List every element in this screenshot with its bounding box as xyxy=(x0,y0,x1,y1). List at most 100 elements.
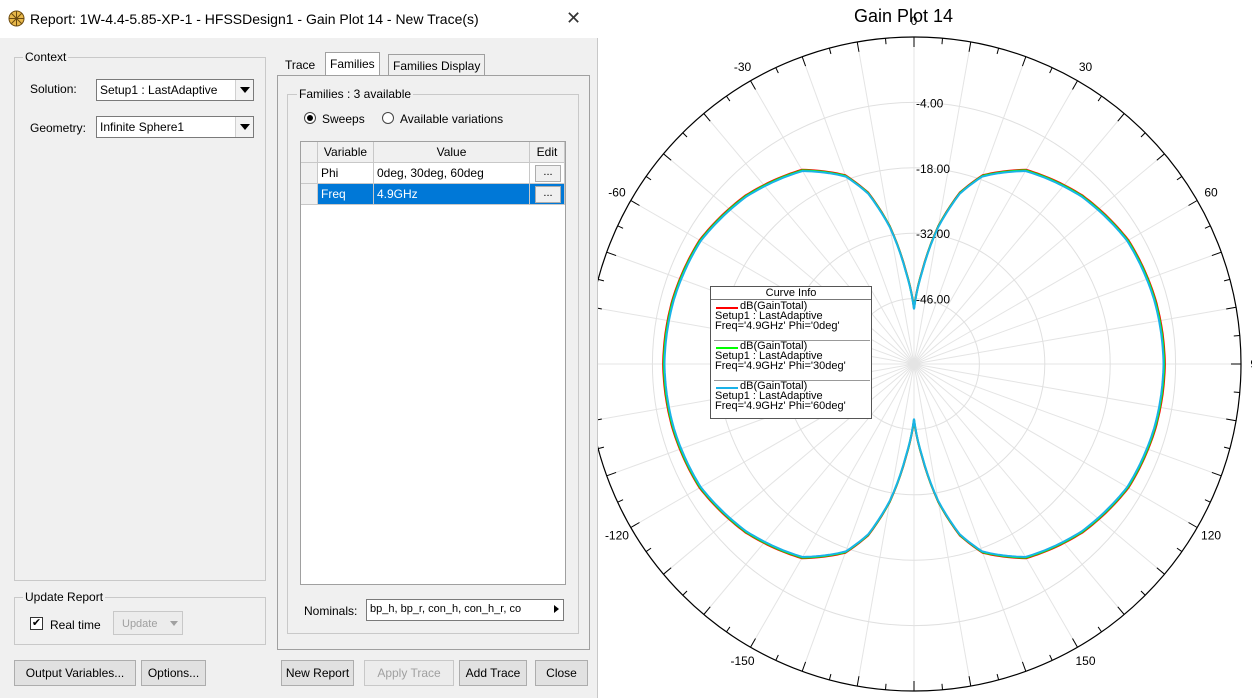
angle-tick xyxy=(856,41,860,52)
angle-tick xyxy=(885,38,887,45)
column-header-value[interactable]: Value xyxy=(374,142,530,163)
families-group xyxy=(287,94,579,634)
grid-spoke xyxy=(913,363,1125,615)
update-label: Update xyxy=(122,618,158,630)
grid-spoke xyxy=(913,363,972,687)
angle-tick-label: -30 xyxy=(734,60,752,74)
options-button[interactable]: Options... xyxy=(141,660,206,686)
geometry-value: Infinite Sphere1 xyxy=(100,120,185,134)
tab-families-display[interactable]: Families Display xyxy=(388,54,486,76)
angle-tick xyxy=(775,67,779,74)
column-header-variable[interactable]: Variable xyxy=(318,142,374,163)
angle-tick xyxy=(968,676,972,687)
angle-tick xyxy=(1117,606,1125,615)
table-cell-value[interactable]: 0deg, 30deg, 60deg xyxy=(374,163,530,184)
angle-tick xyxy=(1021,661,1027,672)
grid-spoke xyxy=(913,80,1078,365)
grid-spoke xyxy=(801,56,915,365)
angle-tick xyxy=(996,673,1000,680)
grid-spoke xyxy=(913,41,972,365)
geometry-label: Geometry: xyxy=(30,121,87,135)
grid-spoke xyxy=(913,363,1027,672)
legend-series-name: dB(GainTotal) xyxy=(740,300,808,312)
radial-tick-label: -32.00 xyxy=(916,227,950,241)
grid-spoke xyxy=(913,113,1125,365)
angle-tick xyxy=(617,225,624,229)
angle-tick-label: 60 xyxy=(1204,186,1218,200)
angle-tick xyxy=(828,48,832,55)
legend-setup: Setup1 : LastAdaptive xyxy=(715,310,823,322)
app-icon xyxy=(8,10,25,27)
angle-tick xyxy=(617,499,624,503)
angle-tick xyxy=(645,176,652,181)
row-selector[interactable] xyxy=(301,184,318,205)
angle-tick xyxy=(1223,278,1230,282)
close-button[interactable]: Close xyxy=(535,660,588,686)
angle-tick xyxy=(606,471,617,477)
legend-entry-phi-60: dB(GainTotal) Setup1 : LastAdaptive Freq… xyxy=(714,381,870,421)
report-dialog: Report: 1W-4.4-5.85-XP-1 - HFSSDesign1 -… xyxy=(0,0,598,698)
legend-swatch xyxy=(716,387,738,389)
realtime-label[interactable]: Real time xyxy=(50,618,101,632)
angle-tick xyxy=(775,654,779,661)
column-header-edit[interactable]: Edit xyxy=(530,142,565,163)
table-cell-variable[interactable]: Phi xyxy=(318,163,374,184)
legend-params: Freq='4.9GHz' Phi='0deg' xyxy=(715,320,840,332)
tab-trace[interactable]: Trace xyxy=(285,58,316,72)
angle-tick xyxy=(703,113,711,122)
row-selector[interactable] xyxy=(301,163,318,184)
table-cell-variable[interactable]: Freq xyxy=(318,184,374,205)
output-variables-button[interactable]: Output Variables... xyxy=(14,660,136,686)
sweeps-label[interactable]: Sweeps xyxy=(322,112,365,126)
angle-tick xyxy=(996,48,1000,55)
add-trace-button[interactable]: Add Trace xyxy=(459,660,527,686)
legend-title: Curve Info xyxy=(711,287,871,300)
polar-chart: 0306090120150-180-150-120-90-60-30-4.00-… xyxy=(598,14,1252,692)
angle-tick xyxy=(726,95,731,102)
tab-families[interactable]: Families xyxy=(325,52,380,76)
variations-radio[interactable] xyxy=(382,112,394,124)
angle-tick xyxy=(1140,590,1146,596)
grid-spoke xyxy=(913,363,1198,528)
dropdown-arrow-icon xyxy=(170,621,178,626)
edit-ellipsis-button[interactable]: ... xyxy=(535,186,561,203)
realtime-checkbox[interactable]: ✔ xyxy=(30,617,43,630)
angle-tick xyxy=(1211,251,1222,257)
legend-params: Freq='4.9GHz' Phi='30deg' xyxy=(715,360,846,372)
solution-select[interactable]: Setup1 : LastAdaptive xyxy=(96,79,254,101)
angle-tick-label: -150 xyxy=(730,654,754,668)
context-group-label: Context xyxy=(23,50,69,64)
angle-tick-label: 120 xyxy=(1201,529,1221,543)
chevron-down-icon[interactable] xyxy=(235,80,253,100)
nominals-label: Nominals: xyxy=(304,604,358,618)
geometry-select[interactable]: Infinite Sphere1 xyxy=(96,116,254,138)
new-report-button[interactable]: New Report xyxy=(281,660,354,686)
legend-entry-phi-30: dB(GainTotal) Setup1 : LastAdaptive Freq… xyxy=(714,341,870,381)
angle-tick xyxy=(1156,153,1165,161)
close-icon[interactable]: ✕ xyxy=(566,8,582,28)
chevron-right-icon[interactable] xyxy=(549,600,563,620)
chevron-down-icon[interactable] xyxy=(235,117,253,137)
angle-tick xyxy=(828,673,832,680)
angle-tick xyxy=(1117,113,1125,122)
angle-tick xyxy=(598,418,602,421)
grid-spoke xyxy=(703,363,915,615)
grid-ring xyxy=(651,101,1177,627)
angle-tick xyxy=(1233,391,1240,393)
title-bar: Report: 1W-4.4-5.85-XP-1 - HFSSDesign1 -… xyxy=(0,0,598,38)
legend-setup: Setup1 : LastAdaptive xyxy=(715,350,823,362)
sweeps-radio[interactable] xyxy=(304,112,316,124)
angle-tick xyxy=(1072,638,1078,648)
curve-info-legend[interactable]: Curve Info dB(GainTotal) Setup1 : LastAd… xyxy=(710,286,872,419)
variations-label[interactable]: Available variations xyxy=(400,112,504,126)
angle-tick xyxy=(1226,306,1237,310)
angle-tick xyxy=(1097,95,1102,102)
edit-ellipsis-button[interactable]: ... xyxy=(535,165,561,182)
nominals-field[interactable]: bp_h, bp_r, con_h, con_h_r, co xyxy=(366,599,564,621)
grid-spoke xyxy=(913,200,1198,365)
angle-tick xyxy=(1097,626,1102,633)
table-cell-value[interactable]: 4.9GHz xyxy=(374,184,530,205)
families-group-label: Families : 3 available xyxy=(297,87,414,101)
radial-tick-label: -18.00 xyxy=(916,162,950,176)
angle-tick xyxy=(750,80,756,90)
